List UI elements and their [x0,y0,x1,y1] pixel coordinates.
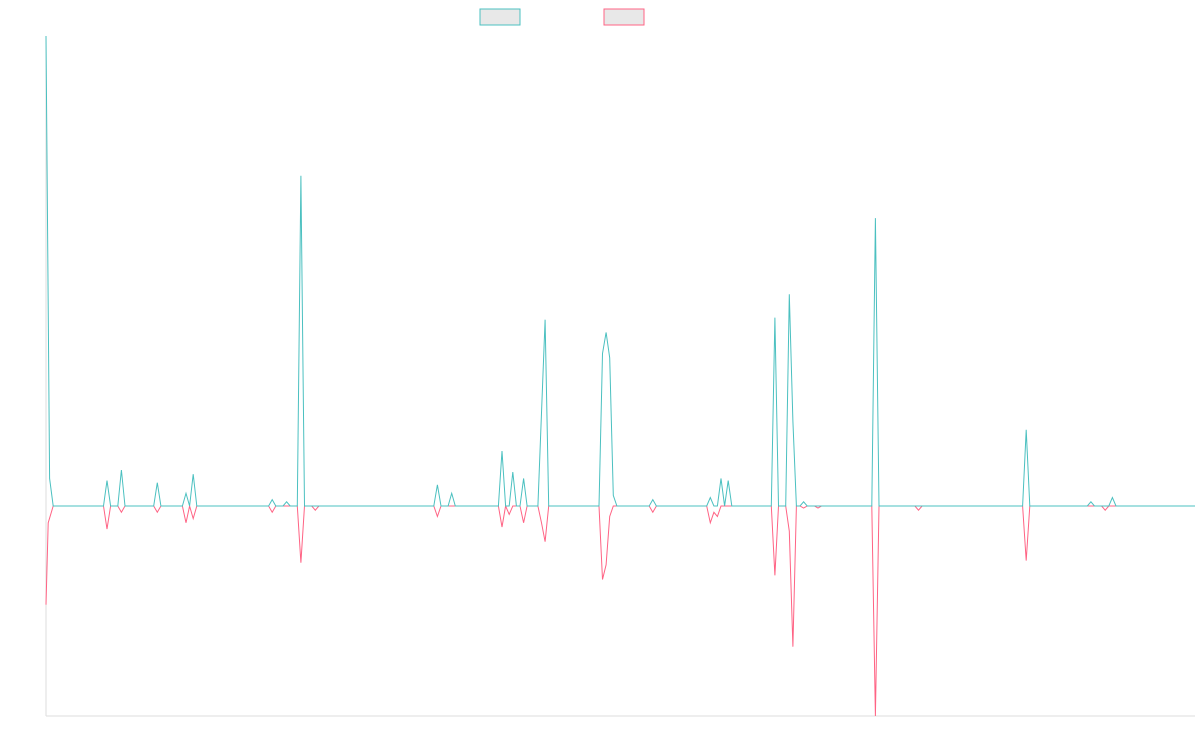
legend-swatch-series-a[interactable] [479,8,521,26]
legend-swatch-series-b[interactable] [603,8,645,26]
series-b-line[interactable] [45,504,1195,717]
legend[interactable] [479,8,645,26]
series-a-line[interactable] [45,35,1195,507]
plot-area [45,35,1195,717]
